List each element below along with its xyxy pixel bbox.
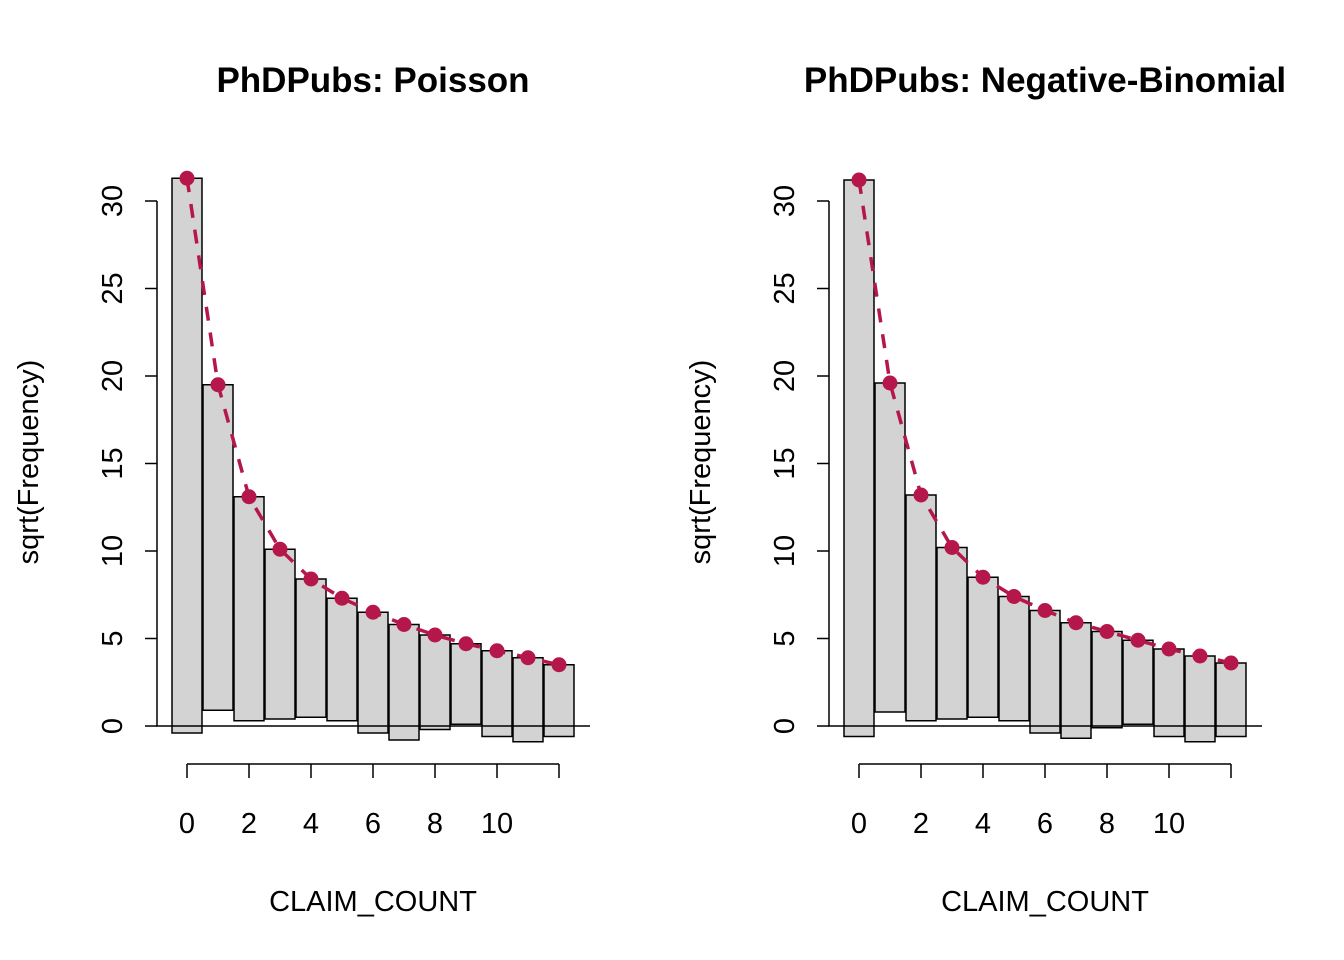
bar <box>1122 639 1154 725</box>
chart-poisson-svg: PhDPubs: Poisson sqrt(Frequency) CLAIM_C… <box>13 61 590 918</box>
bar <box>543 664 575 738</box>
y-axis-label: sqrt(Frequency) <box>13 360 45 565</box>
expected-point <box>1130 632 1146 648</box>
expected-point <box>1006 589 1022 604</box>
expected-point <box>851 172 867 188</box>
bar <box>357 611 389 734</box>
expected-point <box>1037 603 1053 618</box>
y-tick-label: 25 <box>769 272 801 304</box>
expected-point <box>882 375 898 391</box>
bar <box>843 179 875 738</box>
x-tick-label: 4 <box>975 808 991 840</box>
x-tick-label: 8 <box>427 808 443 840</box>
x-tick-label: 2 <box>241 808 257 840</box>
bar <box>1153 648 1185 738</box>
bar <box>233 496 265 722</box>
expected-point <box>396 617 412 632</box>
bar <box>388 623 420 741</box>
chart-title: PhDPubs: Negative-Binomial <box>804 61 1286 100</box>
x-tick-label: 0 <box>851 808 867 840</box>
expected-point <box>1068 615 1084 631</box>
bar <box>1091 630 1123 729</box>
bar <box>450 643 482 725</box>
bar <box>512 657 544 743</box>
x-axis-label: CLAIM_COUNT <box>941 886 1149 918</box>
bar <box>419 634 451 731</box>
bar <box>481 650 513 738</box>
expected-point <box>1223 655 1239 671</box>
expected-point <box>520 650 536 666</box>
expected-point <box>427 627 443 643</box>
expected-point <box>334 590 350 606</box>
bar <box>202 384 234 711</box>
x-axis-label: CLAIM_COUNT <box>269 886 477 918</box>
expected-point <box>1161 641 1177 657</box>
y-tick-label: 30 <box>97 185 129 217</box>
bar <box>998 595 1030 722</box>
expected-point <box>241 489 257 505</box>
y-tick-label: 15 <box>97 447 129 479</box>
bar <box>295 578 327 718</box>
expected-point <box>303 571 319 587</box>
x-tick-label: 8 <box>1099 808 1115 840</box>
bar <box>1029 609 1061 734</box>
x-tick-label: 6 <box>365 808 381 840</box>
y-tick-label: 0 <box>97 718 129 734</box>
y-tick-label: 20 <box>769 360 801 392</box>
bar <box>905 494 937 722</box>
y-tick-label: 30 <box>769 185 801 217</box>
plot-area: 0 5 10 15 20 25 30 0 2 4 6 8 10 <box>769 172 1262 840</box>
x-tick-label: 2 <box>913 808 929 840</box>
expected-point <box>975 569 991 585</box>
bar <box>967 576 999 718</box>
expected-point <box>210 377 226 393</box>
expected-point <box>272 541 288 557</box>
y-tick-label: 10 <box>97 535 129 567</box>
bar <box>1184 655 1216 743</box>
chart-negative-binomial-svg: PhDPubs: Negative-Binomial sqrt(Frequenc… <box>685 61 1286 918</box>
y-tick-label: 0 <box>769 718 801 734</box>
y-tick-label: 20 <box>97 360 129 392</box>
plot-area: 0 5 10 15 20 25 30 0 2 4 6 8 10 <box>97 170 590 840</box>
x-tick-label: 4 <box>303 808 319 840</box>
y-tick-label: 5 <box>97 630 129 646</box>
bar <box>936 546 968 720</box>
y-tick-label: 25 <box>97 272 129 304</box>
chart-negative-binomial: PhDPubs: Negative-Binomial sqrt(Frequenc… <box>672 0 1344 960</box>
bar <box>264 548 296 720</box>
x-tick-label: 6 <box>1037 808 1053 840</box>
expected-point <box>1099 624 1115 639</box>
expected-point <box>944 540 960 555</box>
y-axis-label: sqrt(Frequency) <box>685 360 717 565</box>
y-tick-label: 5 <box>769 630 801 646</box>
chart-poisson: PhDPubs: Poisson sqrt(Frequency) CLAIM_C… <box>13 61 590 918</box>
x-tick-label: 10 <box>481 808 513 840</box>
bar <box>1060 622 1092 739</box>
x-tick-label: 0 <box>179 808 195 840</box>
bar <box>171 177 203 734</box>
chart-title: PhDPubs: Poisson <box>216 61 529 100</box>
expected-point <box>365 604 381 620</box>
bar <box>326 597 358 722</box>
x-tick-label: 10 <box>1153 808 1185 840</box>
y-tick-label: 10 <box>769 535 801 567</box>
expected-point <box>913 487 929 503</box>
y-tick-label: 15 <box>769 447 801 479</box>
expected-point <box>551 657 567 673</box>
expected-point <box>489 643 505 659</box>
expected-point <box>179 170 195 186</box>
expected-point <box>458 636 474 652</box>
bar <box>874 382 906 713</box>
expected-point <box>1192 648 1208 664</box>
